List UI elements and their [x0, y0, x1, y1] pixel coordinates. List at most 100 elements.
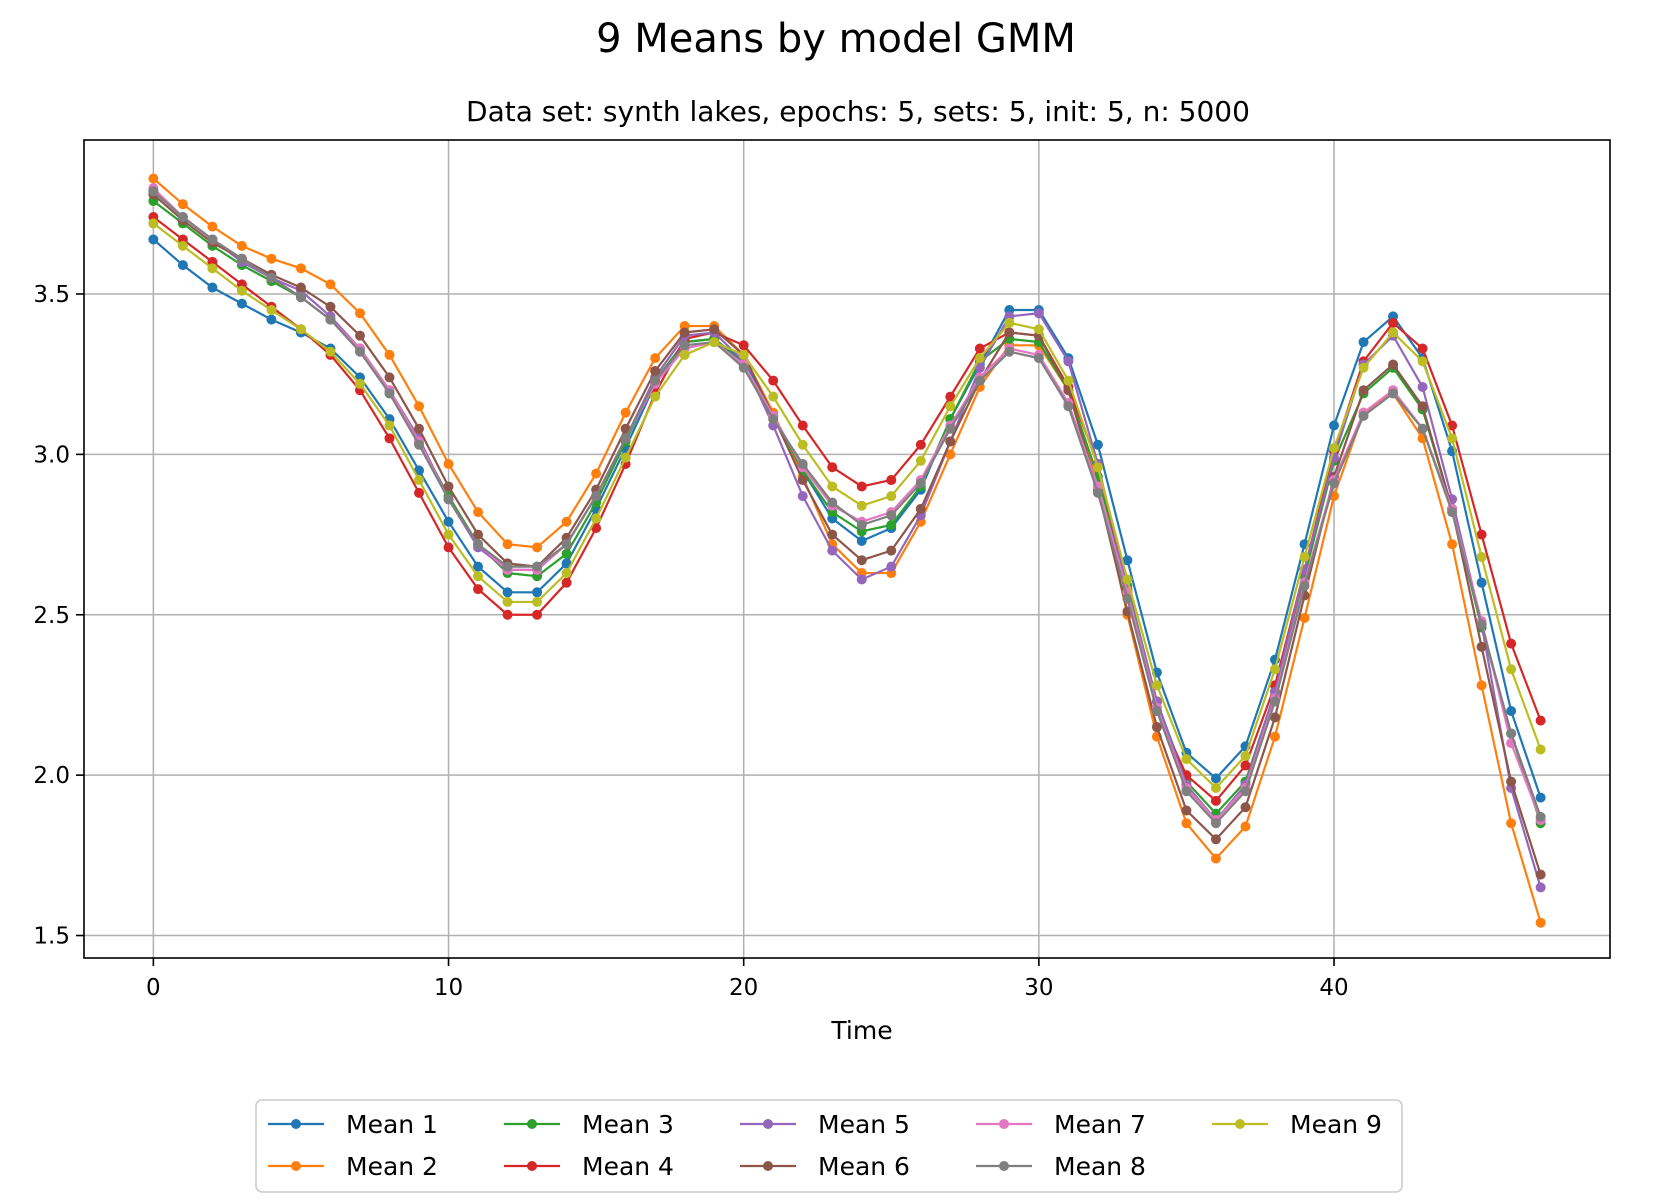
data-point	[709, 337, 720, 348]
series-line	[152, 216, 1542, 803]
data-point	[1269, 664, 1280, 675]
data-point	[414, 465, 425, 476]
data-point	[797, 491, 808, 502]
data-point	[1122, 593, 1133, 604]
data-point	[266, 253, 277, 264]
series-1	[148, 234, 1546, 803]
data-point	[1476, 641, 1487, 652]
series-9	[148, 218, 1546, 793]
data-point	[1210, 818, 1221, 829]
data-point	[414, 487, 425, 498]
data-point	[207, 282, 218, 293]
y-tick-label: 2.0	[33, 763, 70, 789]
legend-marker	[763, 1161, 773, 1171]
data-point	[974, 362, 985, 373]
legend-entries: Mean 1 Mean 2 Mean 3 Mean 4 Mean 5 Mean 6 Mean…	[268, 1110, 1382, 1181]
series-line	[152, 222, 1542, 790]
data-point	[532, 542, 543, 553]
data-point	[797, 420, 808, 431]
data-point	[1358, 385, 1369, 396]
data-point	[1269, 731, 1280, 742]
data-point	[1063, 356, 1074, 367]
data-point	[591, 513, 602, 524]
data-point	[443, 481, 454, 492]
data-point	[738, 349, 749, 360]
data-point	[856, 535, 867, 546]
data-point	[325, 346, 336, 357]
data-point	[1122, 555, 1133, 566]
data-point	[856, 500, 867, 511]
data-point	[1240, 802, 1251, 813]
data-point	[620, 407, 631, 418]
data-point	[1506, 705, 1517, 716]
data-point	[1151, 722, 1162, 733]
data-point	[945, 401, 956, 412]
legend-entry: Mean 6	[740, 1152, 910, 1181]
data-point	[1476, 680, 1487, 691]
data-point	[1240, 760, 1251, 771]
data-point	[1004, 327, 1015, 338]
data-point	[236, 285, 247, 296]
data-point	[1269, 712, 1280, 723]
data-point	[1033, 324, 1044, 335]
data-point	[856, 574, 867, 585]
data-point	[1476, 552, 1487, 563]
legend-marker	[763, 1119, 773, 1129]
data-point	[473, 561, 484, 572]
data-point	[620, 452, 631, 463]
series-line	[152, 190, 1542, 825]
data-point	[886, 510, 897, 521]
data-point	[738, 362, 749, 373]
data-point	[1240, 821, 1251, 832]
data-point	[502, 561, 513, 572]
data-point	[1506, 664, 1517, 675]
series-8	[148, 186, 1546, 829]
data-point	[1181, 786, 1192, 797]
data-point	[1033, 308, 1044, 319]
data-point	[650, 365, 661, 376]
legend-label: Mean 6	[818, 1152, 910, 1181]
data-point	[561, 539, 572, 550]
series-5	[148, 186, 1546, 893]
data-point	[1092, 462, 1103, 473]
data-point	[1063, 375, 1074, 386]
legend-label: Mean 7	[1054, 1110, 1146, 1139]
data-point	[443, 494, 454, 505]
data-point	[1535, 744, 1546, 755]
y-tick-label: 3.5	[33, 282, 70, 308]
data-point	[1358, 362, 1369, 373]
legend-marker	[291, 1161, 301, 1171]
data-point	[473, 529, 484, 540]
data-point	[856, 519, 867, 530]
legend-entry: Mean 7	[976, 1110, 1146, 1139]
data-point	[443, 529, 454, 540]
legend-entry: Mean 3	[504, 1110, 674, 1139]
data-point	[1388, 317, 1399, 328]
legend-label: Mean 5	[818, 1110, 910, 1139]
y-tick-label: 2.5	[33, 603, 70, 629]
data-point	[709, 324, 720, 335]
legend-entry: Mean 9	[1212, 1110, 1382, 1139]
x-tick-label: 20	[729, 975, 758, 1001]
data-point	[1299, 612, 1310, 623]
data-point	[266, 272, 277, 283]
data-point	[148, 173, 159, 184]
legend-label: Mean 3	[582, 1110, 674, 1139]
data-point	[1417, 343, 1428, 354]
data-point	[1269, 696, 1280, 707]
data-point	[945, 423, 956, 434]
axis-ticks: 0 10 20 30 40 1.5 2.0 2.5 3.0 3.5	[33, 282, 1348, 1001]
data-point	[1388, 359, 1399, 370]
data-point	[295, 282, 306, 293]
data-point	[886, 475, 897, 486]
data-point	[1417, 382, 1428, 393]
data-point	[1417, 401, 1428, 412]
data-point	[1447, 539, 1458, 550]
x-tick-label: 30	[1024, 975, 1053, 1001]
y-tick-label: 3.0	[33, 442, 70, 468]
data-point	[1417, 356, 1428, 367]
data-point	[679, 327, 690, 338]
y-tick-label: 1.5	[33, 924, 70, 950]
data-point	[827, 529, 838, 540]
